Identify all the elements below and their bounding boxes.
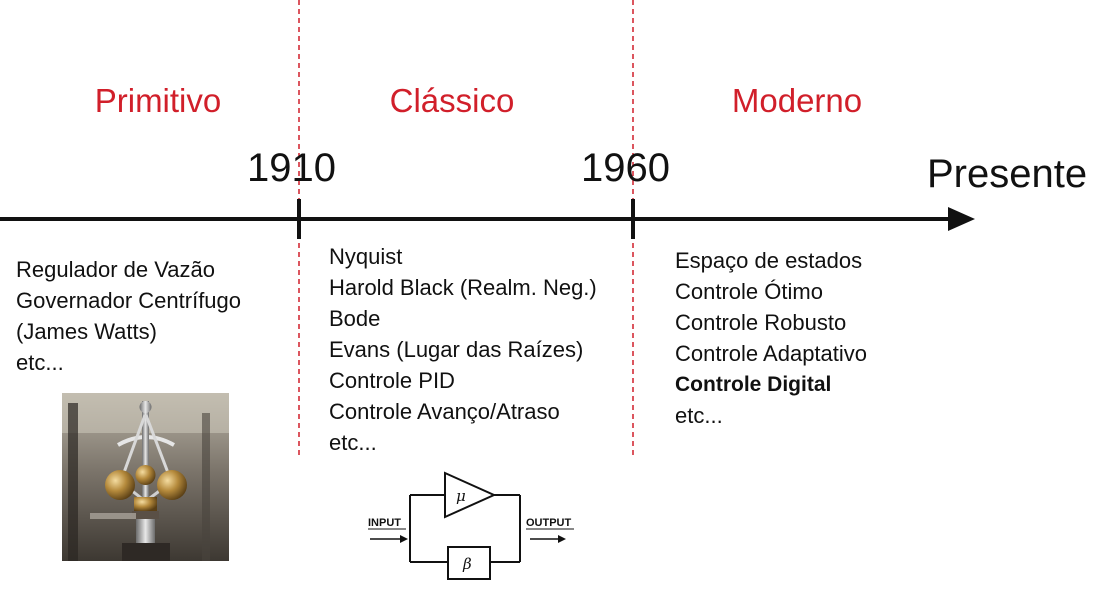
list-item: Nyquist xyxy=(329,244,403,269)
forward-amplifier xyxy=(444,471,497,519)
feedback-gain-label: β xyxy=(462,555,472,573)
list-item: Controle Ótimo xyxy=(675,279,823,304)
input-label: INPUT xyxy=(368,517,401,529)
governor-photo xyxy=(62,393,229,561)
list-item: (James Watts) xyxy=(16,319,157,344)
list-item-bold: Controle Digital xyxy=(675,373,832,396)
list-item: Harold Black (Realm. Neg.) xyxy=(329,275,597,300)
list-item: Controle Avanço/Atraso xyxy=(329,399,560,424)
list-item: Bode xyxy=(329,306,381,331)
timeline-arrowhead xyxy=(948,207,975,231)
feedback-box xyxy=(447,546,491,580)
list-item: Regulador de Vazão xyxy=(16,257,215,282)
primitive-list: Regulador de Vazão Governador Centrífugo… xyxy=(16,254,241,378)
list-item: Controle Robusto xyxy=(675,310,847,335)
list-item: Controle PID xyxy=(329,368,455,393)
year-1960: 1960 xyxy=(581,146,670,190)
list-item: etc... xyxy=(329,430,377,455)
output-label: OUTPUT xyxy=(526,517,572,529)
list-item: Controle Adaptativo xyxy=(675,341,868,366)
classic-list: Nyquist Harold Black (Realm. Neg.) Bode … xyxy=(329,241,597,458)
list-item: Espaço de estados xyxy=(675,248,863,273)
output-arrow-head xyxy=(558,535,566,543)
list-item: etc... xyxy=(16,350,64,375)
feedback-block-diagram: μ β INPUT OUTPUT xyxy=(360,465,590,590)
forward-gain-label: μ xyxy=(456,487,466,505)
era-primitivo: Primitivo xyxy=(94,82,222,119)
input-arrow-head xyxy=(400,535,408,543)
list-item: Evans (Lugar das Raízes) xyxy=(329,337,584,362)
era-moderno: Moderno xyxy=(731,82,863,119)
year-1910: 1910 xyxy=(247,146,336,190)
list-item: etc... xyxy=(675,403,723,428)
modern-list: Espaço de estados Controle Ótimo Control… xyxy=(675,245,867,431)
list-item: Governador Centrífugo xyxy=(16,288,242,313)
era-classico: Clássico xyxy=(389,82,515,119)
present-label: Presente xyxy=(927,152,1088,196)
